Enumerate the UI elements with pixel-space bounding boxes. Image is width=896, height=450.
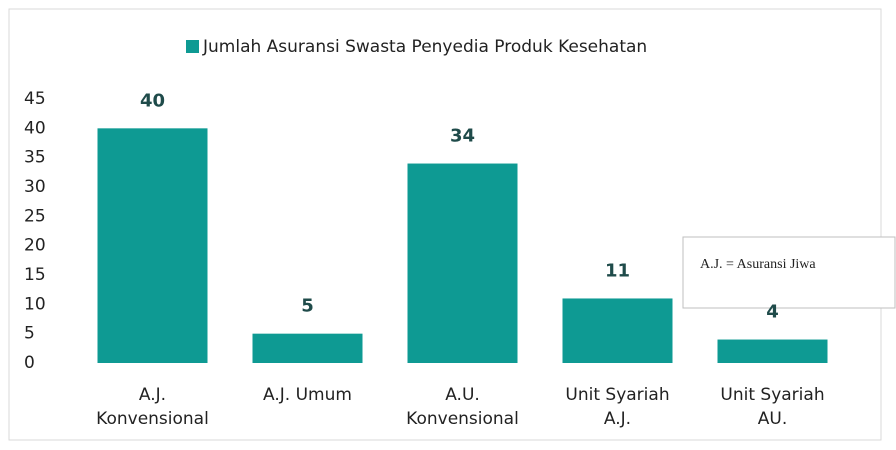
annotation-box [682, 236, 896, 309]
bar [717, 339, 828, 363]
y-tick-label: 45 [24, 89, 46, 109]
y-tick-label: 35 [24, 148, 46, 168]
bar [407, 163, 518, 363]
data-label: 40 [140, 90, 165, 111]
bar [97, 128, 208, 363]
bar [562, 298, 673, 363]
legend-label: Jumlah Asuransi Swasta Penyedia Produk K… [202, 37, 647, 57]
y-tick-label: 10 [24, 294, 46, 314]
y-tick-label: 30 [24, 177, 46, 197]
bar [252, 333, 363, 363]
x-tick-label: A.J. Umum [263, 385, 352, 405]
legend-swatch [186, 40, 199, 53]
data-label: 11 [605, 260, 630, 281]
y-tick-label: 20 [24, 236, 46, 256]
y-tick-label: 0 [24, 353, 35, 373]
data-label: 4 [766, 302, 779, 323]
x-tick-label: Unit Syariah A.J. [565, 385, 669, 429]
x-tick-label: A.U. Konvensional [406, 385, 519, 429]
y-tick-label: 15 [24, 265, 46, 285]
y-tick-label: 5 [24, 324, 35, 344]
x-tick-label: Unit Syariah AU. [720, 385, 824, 429]
y-tick-label: 25 [24, 206, 46, 226]
annotation: A.J. = Asuransi Jiwa [700, 257, 816, 272]
chart-border [8, 8, 882, 441]
x-tick-label: A.J. Konvensional [96, 385, 209, 429]
data-label: 34 [450, 126, 475, 147]
y-tick-label: 40 [24, 118, 46, 138]
data-label: 5 [301, 296, 314, 317]
